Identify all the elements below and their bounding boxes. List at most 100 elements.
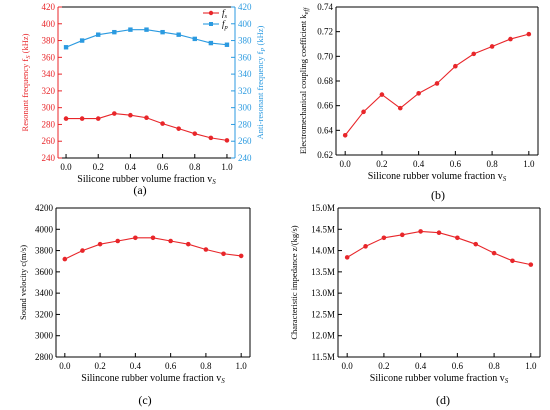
data-point [208,40,214,46]
data-point [79,38,85,43]
x-tick-label: 0.8 [200,361,212,371]
data-point [399,232,405,238]
panel-label: (a) [133,183,146,197]
y-tick-label: 4000 [35,224,54,234]
y2-tick-label: 300 [238,103,252,113]
data-point [453,63,458,69]
y-tick-label: 380 [42,36,56,46]
series-line [65,29,228,48]
y2-tick-label: 340 [238,69,252,79]
y-tick-label: 11.5M [312,352,335,362]
x-tick-label: 0.8 [488,361,500,371]
data-point [203,247,209,252]
x-axis-label: Silincone rubber volume fraction vS [81,373,225,385]
y2-tick-label: 400 [238,19,252,29]
data-point [397,105,403,111]
data-point [471,51,477,57]
y-tick-label: 3000 [35,331,54,341]
y-tick-label: 420 [42,2,56,12]
x-tick-label: 0.6 [452,361,464,371]
panel-label: (b) [431,188,445,202]
y-tick-label: 360 [42,52,56,62]
data-point [112,29,117,35]
data-point [455,235,460,241]
data-point [150,235,156,241]
y-tick-label: 14.5M [311,224,335,234]
x-tick-label: 0.4 [130,361,142,371]
y-tick-label: 14.0M [311,246,335,256]
data-point [63,45,69,50]
data-point [95,116,101,121]
x-tick-label: 0.6 [450,159,462,169]
y-tick-label: 0.66 [317,101,333,111]
panel-label: (d) [436,393,450,407]
x-tick-label: 1.0 [236,361,248,371]
data-point [379,92,385,97]
chart-panel-1: 0.0 0.2 0.4 0.6 0.8 1.0 240 260 280 300 320 340 360 3… [20,2,267,197]
y-tick-label: 300 [42,103,56,113]
legend-label: fs [222,8,228,20]
x-tick-label: 0.4 [125,162,137,172]
chart-panel-2: 0.0 0.2 0.4 0.6 0.8 1.0 0.62 0.64 0.66 0.68 0.70 0.… [298,2,539,202]
panel-label: (c) [138,393,151,407]
data-point [342,132,348,138]
data-point [63,116,69,121]
x-tick-label: 1.0 [523,159,535,169]
data-point [434,81,440,86]
data-point [416,91,421,96]
y-axis-label: Characteristic impedance z/(kg/s) [289,225,299,339]
y-tick-label: 280 [42,119,56,129]
x-tick-label: 0.2 [93,162,104,172]
y-axis-label: Resonant frequency fS (kHz) [20,33,32,131]
data-point [192,36,197,42]
y2-tick-label: 240 [238,153,252,163]
y-tick-label: 15.0M [311,203,335,213]
legend-marker [208,10,214,16]
legend-label: fp [222,19,229,31]
y2-tick-label: 320 [238,86,252,96]
y-tick-label: 12.0M [311,331,335,341]
x-tick-label: 0.0 [340,159,352,169]
x-tick-label: 0.6 [165,361,177,371]
data-point [128,27,133,32]
y-tick-label: 0.70 [317,51,333,61]
data-point [112,111,117,116]
y-tick-label: 3600 [35,267,54,277]
x-tick-label: 0.8 [189,162,201,172]
y-tick-label: 12.5M [311,309,335,319]
x-tick-label: 0.2 [94,361,105,371]
data-point [361,109,366,115]
data-point [168,238,173,244]
y-tick-label: 3400 [35,288,54,298]
data-point [508,36,513,42]
data-point [221,251,226,257]
data-point [473,241,479,247]
x-tick-label: 0.2 [376,159,387,169]
y-tick-label: 0.74 [317,2,333,12]
data-point [176,32,181,37]
y2-tick-label: 260 [238,136,252,146]
series-line [346,230,531,266]
x-tick-label: 0.4 [415,361,427,371]
y-tick-label: 0.64 [317,125,333,135]
data-point [418,229,423,234]
legend-marker [209,22,213,26]
x-tick-label: 0.6 [157,162,169,172]
data-point [80,248,85,253]
data-point [96,32,101,37]
y2-tick-label: 360 [238,52,252,62]
x-tick-label: 0.0 [342,361,354,371]
x-tick-label: 0.8 [486,159,498,169]
x-tick-label: 1.0 [221,162,233,172]
data-point [115,238,121,244]
y-tick-label: 260 [42,136,56,146]
series-line [64,237,242,260]
data-point [160,121,165,126]
data-point [79,116,85,121]
y2-axis-label: Anti-resonant frequency fP (kHz) [255,25,267,139]
data-point [526,31,532,37]
y-tick-label: 0.68 [317,76,333,86]
x-axis-label: Silicone rubber volume fraction vS [368,171,507,183]
y-tick-label: 0.62 [317,150,333,160]
